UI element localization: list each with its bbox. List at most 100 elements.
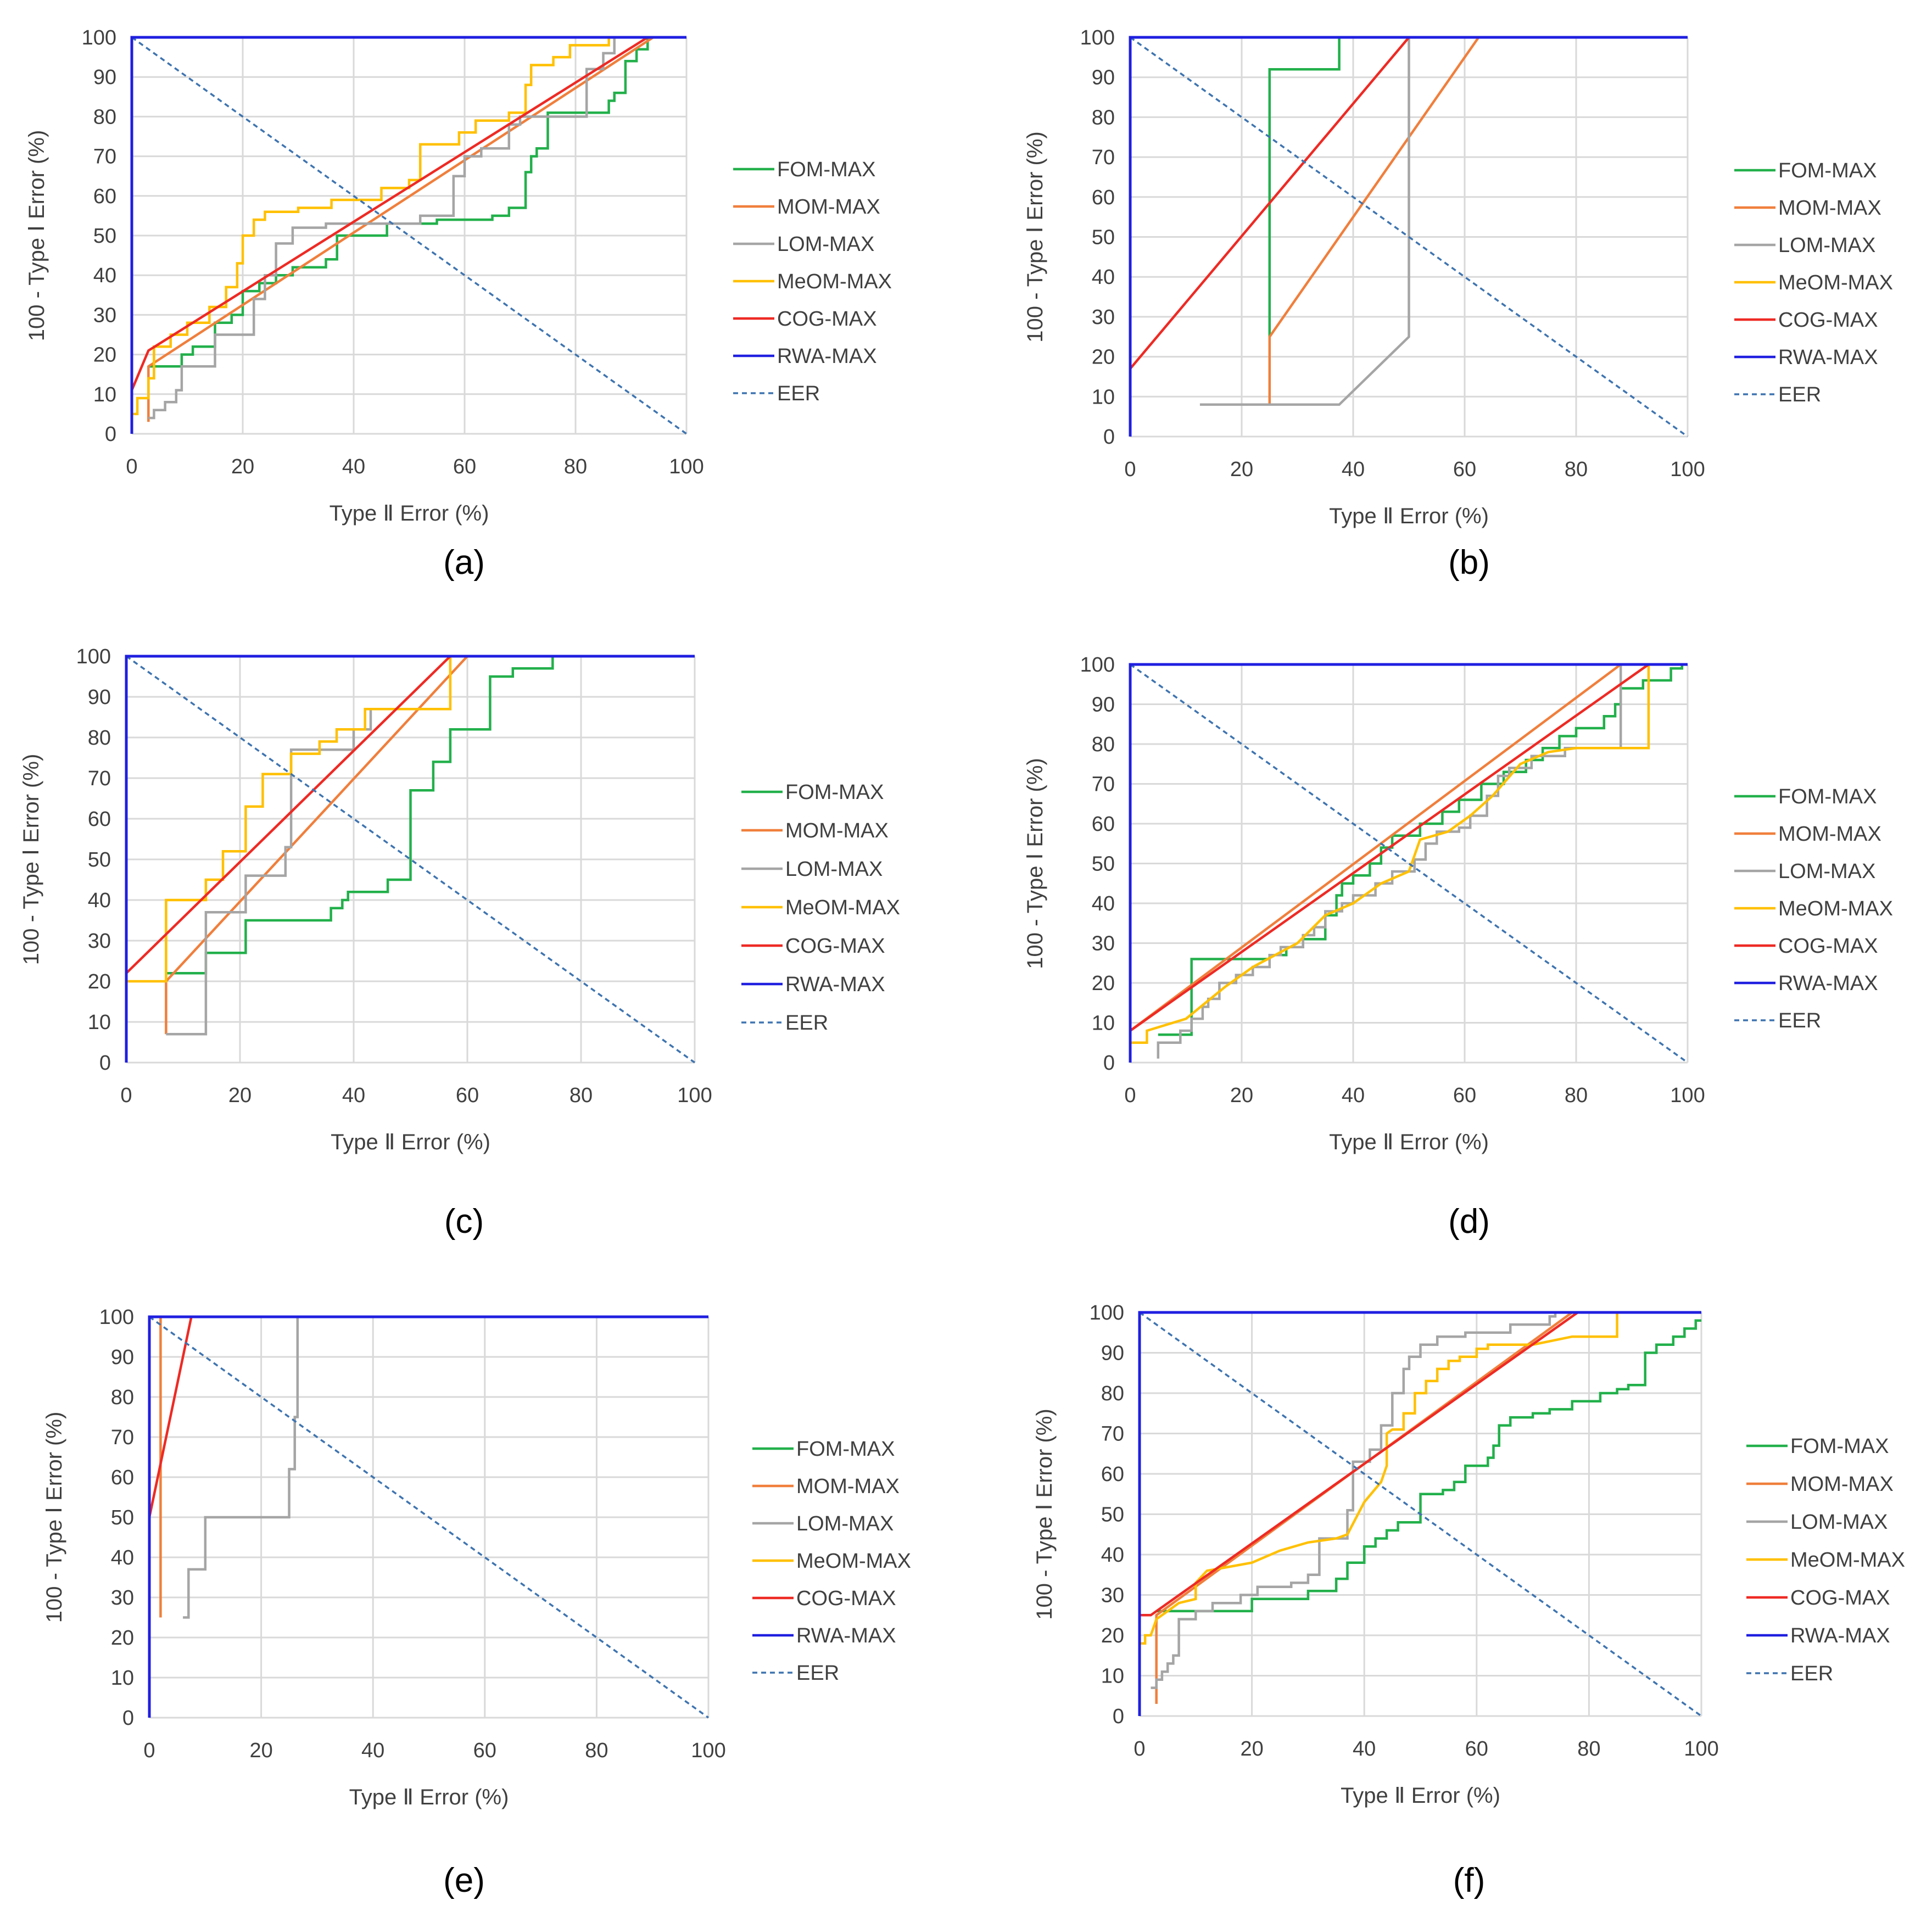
y-tick-label: 60 xyxy=(1101,1463,1124,1486)
series-meom-max-line xyxy=(132,37,610,416)
x-tick-label: 0 xyxy=(1133,1737,1145,1761)
y-tick-label: 30 xyxy=(1092,306,1115,329)
legend-entry-eer: EER xyxy=(785,1011,828,1035)
series-eer-line xyxy=(1138,1311,1702,1717)
legend-entry-rwa-max: RWA-MAX xyxy=(1778,346,1878,369)
y-tick-label: 60 xyxy=(1092,186,1115,209)
chart-panel-c: 0 20 40 60 80 100 0 10 20 30 40 50 60 70 80 90 100 Type Ⅱ… xyxy=(19,645,900,1240)
legend-entry-cog-max: COG-MAX xyxy=(785,935,885,958)
legend-entry-fom-max: FOM-MAX xyxy=(785,781,884,804)
y-tick-label: 10 xyxy=(88,1011,111,1034)
series-lom-max-line xyxy=(1157,664,1622,1059)
y-tick-label: 90 xyxy=(93,66,116,89)
series-meom-max-line xyxy=(1140,1312,1618,1645)
y-tick-label: 80 xyxy=(1092,106,1115,129)
legend-entry-rwa-max: RWA-MAX xyxy=(777,345,877,368)
legend-entry-lom-max: LOM-MAX xyxy=(796,1512,894,1535)
x-tick-label: 80 xyxy=(585,1739,608,1762)
series-rwa-max-line xyxy=(148,1315,708,1718)
x-tick-label: 0 xyxy=(126,455,137,478)
y-tick-label: 30 xyxy=(111,1586,134,1610)
series-cog-max-line xyxy=(1129,663,1650,1032)
x-tick-label: 80 xyxy=(569,1084,593,1107)
legend-entry-eer: EER xyxy=(1778,1009,1821,1032)
legend-entry-meom-max: MeOM-MAX xyxy=(796,1550,911,1573)
x-tick-label: 20 xyxy=(1240,1737,1263,1761)
x-tick-label: 40 xyxy=(342,455,365,478)
x-axis-label: Type Ⅱ Error (%) xyxy=(1329,1130,1489,1154)
x-tick-label: 20 xyxy=(249,1739,272,1762)
x-tick-label: 100 xyxy=(1670,1084,1705,1107)
series-fom-max-line xyxy=(1158,664,1684,1036)
y-tick-label: 80 xyxy=(1092,733,1115,756)
series-rwa-max-line xyxy=(1138,1311,1701,1716)
y-tick-label: 70 xyxy=(111,1426,134,1449)
panel-label: (b) xyxy=(1448,544,1490,582)
legend-entry-rwa-max: RWA-MAX xyxy=(785,973,885,996)
legend-entry-fom-max: FOM-MAX xyxy=(1790,1435,1889,1458)
chart-panel-f: 0 20 40 60 80 100 0 10 20 30 40 50 60 70 80 90 100 Type Ⅱ… xyxy=(1032,1301,1905,1899)
chart-panel-a: 0 20 40 60 80 100 0 10 20 30 40 50 60 70 80 90 100 Type Ⅱ… xyxy=(25,26,892,582)
series-lom-max-line xyxy=(183,1317,299,1619)
legend-entry-fom-max: FOM-MAX xyxy=(1778,785,1877,808)
y-tick-label: 30 xyxy=(88,930,111,953)
series-mom-max-line xyxy=(165,655,468,1035)
series-eer-line xyxy=(125,655,696,1064)
x-tick-label: 20 xyxy=(228,1084,252,1107)
y-tick-label: 30 xyxy=(93,304,116,327)
series-cog-max-line xyxy=(1140,1311,1579,1617)
x-axis-label: Type Ⅱ Error (%) xyxy=(1329,504,1489,528)
x-tick-label: 0 xyxy=(1124,1084,1136,1107)
x-tick-label: 0 xyxy=(1124,458,1136,481)
y-tick-label: 100 xyxy=(1090,1301,1124,1325)
legend-entry-fom-max: FOM-MAX xyxy=(796,1438,895,1461)
y-tick-label: 70 xyxy=(1101,1423,1124,1446)
series-fom-max-line xyxy=(148,37,649,368)
x-tick-label: 100 xyxy=(669,455,703,478)
series-cog-max-line xyxy=(125,655,451,974)
legend-entry-eer: EER xyxy=(777,382,820,405)
y-tick-label: 100 xyxy=(82,26,116,49)
legend-entry-meom-max: MeOM-MAX xyxy=(1778,271,1893,294)
y-tick-label: 60 xyxy=(93,185,116,208)
legend-entry-meom-max: MeOM-MAX xyxy=(1778,897,1893,920)
y-tick-label: 50 xyxy=(1092,853,1115,876)
y-axis-label: 100 - Type Ⅰ Error (%) xyxy=(42,1412,66,1623)
x-tick-label: 60 xyxy=(453,455,476,478)
y-tick-label: 40 xyxy=(1092,266,1115,289)
x-axis-label: Type Ⅱ Error (%) xyxy=(1341,1784,1500,1808)
y-tick-label: 20 xyxy=(1092,972,1115,995)
y-tick-label: 10 xyxy=(111,1667,134,1690)
y-tick-label: 0 xyxy=(1113,1705,1124,1728)
series-cog-max-line xyxy=(130,36,649,391)
y-tick-label: 10 xyxy=(1092,1012,1115,1035)
y-tick-label: 70 xyxy=(1092,773,1115,796)
series-mom-max-line xyxy=(147,36,654,422)
y-tick-label: 0 xyxy=(1103,1052,1115,1075)
y-tick-label: 0 xyxy=(1103,426,1115,449)
series-rwa-max-line xyxy=(1129,663,1688,1063)
y-tick-label: 90 xyxy=(111,1346,134,1369)
legend-entry-fom-max: FOM-MAX xyxy=(777,158,875,181)
x-tick-label: 100 xyxy=(691,1739,725,1762)
y-tick-label: 10 xyxy=(1101,1665,1124,1688)
legend-entry-rwa-max: RWA-MAX xyxy=(1790,1624,1890,1647)
x-tick-label: 40 xyxy=(1342,458,1365,481)
y-tick-label: 50 xyxy=(88,848,111,871)
y-axis-label: 100 - Type Ⅰ Error (%) xyxy=(19,754,43,965)
legend-entry-cog-max: COG-MAX xyxy=(777,308,877,331)
y-axis-label: 100 - Type Ⅰ Error (%) xyxy=(1023,131,1047,343)
series-cog-max-line xyxy=(148,1316,193,1518)
series-mom-max-line xyxy=(1129,663,1622,1032)
y-axis-label: 100 - Type Ⅰ Error (%) xyxy=(1023,758,1047,969)
x-tick-label: 20 xyxy=(231,455,254,478)
x-tick-label: 100 xyxy=(1670,458,1705,481)
y-tick-label: 100 xyxy=(99,1306,134,1329)
y-tick-label: 10 xyxy=(1092,385,1115,409)
legend-entry-cog-max: COG-MAX xyxy=(1778,935,1878,958)
x-tick-label: 80 xyxy=(1565,458,1588,481)
legend-entry-mom-max: MOM-MAX xyxy=(796,1475,900,1498)
y-tick-label: 40 xyxy=(1101,1544,1124,1567)
series-fom-max-line xyxy=(166,656,554,975)
